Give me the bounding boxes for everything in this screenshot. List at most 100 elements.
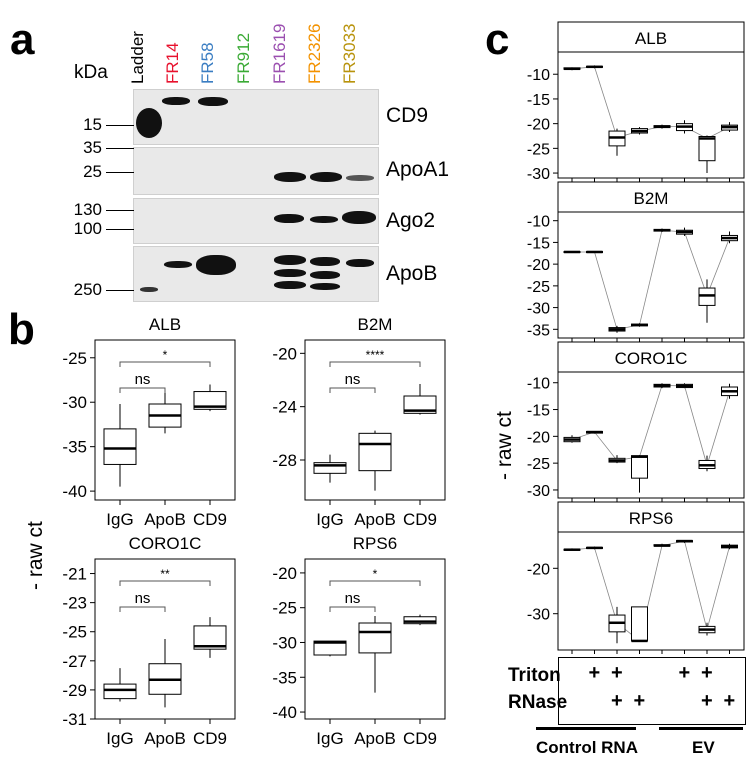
y-tick-label: -23 [62,594,87,613]
kda-label: kDa [74,62,108,83]
box [193,625,227,650]
y-tick-label: -21 [62,565,87,584]
mw-tick [106,125,134,126]
blot-name-ago2: Ago2 [386,209,436,232]
y-tick-label: -20 [272,564,297,583]
box [358,622,392,654]
y-tick-label: -30 [272,633,297,652]
sig-label: **** [366,348,385,362]
box [103,683,137,700]
panel-a-letter: a [10,15,35,64]
plus-sign: + [611,662,623,684]
y-tick-label: -25 [62,623,87,642]
band [162,97,190,105]
band [342,211,376,224]
blot-apoa1 [133,147,379,195]
y-tick-label: -25 [527,279,550,296]
band [310,216,338,223]
y-tick-label: -30 [527,166,550,183]
y-tick-label: -30 [527,301,550,318]
chart-title: CORO1C [129,534,202,553]
y-tick-label: -20 [527,257,550,274]
band [346,259,374,267]
chart-title: RPS6 [353,534,397,553]
group-label-control: Control RNA [536,738,638,757]
sig-label: ns [135,590,151,607]
band [310,271,340,279]
mw-marker: 100 [73,219,102,238]
sig-bracket [119,387,166,393]
y-tick-label: -27 [62,652,87,671]
band [346,175,374,181]
mw-tick [106,229,134,230]
box [698,287,716,306]
strip-header [557,181,745,213]
band [274,172,306,182]
strip-title: B2M [634,189,669,208]
group-bar-control [536,727,636,730]
y-tick-label: -40 [62,482,87,501]
ladder-band [136,108,162,138]
sig-bracket [119,361,211,367]
box [403,616,437,625]
x-tick-label: CD9 [403,510,437,529]
band [164,261,192,268]
mw-marker: 130 [73,200,102,219]
box [193,391,227,410]
blot-name-apob: ApoB [386,262,438,285]
blot-name-apoa1: ApoA1 [386,158,450,181]
sig-bracket [329,606,376,612]
box [313,462,347,474]
blot-name-cd9: CD9 [386,104,429,127]
y-tick-label: -20 [527,117,550,134]
box [698,135,716,162]
y-tick-label: -10 [527,376,550,393]
plus-sign: + [701,690,713,712]
box [631,606,648,642]
strip-title: RPS6 [629,509,673,528]
box [631,455,648,479]
x-tick-label: ApoB [144,729,186,748]
band [310,257,340,266]
plus-sign: + [723,690,736,712]
mw-marker: 35 [83,138,102,157]
box [313,640,347,656]
median-connector [571,66,730,139]
box [358,432,392,472]
plus-sign: + [701,662,713,684]
band [274,281,306,289]
blot-ago2 [133,198,379,244]
band [274,214,304,223]
x-tick-label: ApoB [354,510,396,529]
y-tick-label: -30 [527,483,550,500]
mw-tick [106,290,134,291]
plus-sign: + [633,690,646,712]
strip-title: CORO1C [615,349,688,368]
band [310,283,340,290]
median-connector [572,229,730,330]
band [196,255,236,275]
y-tick-label: -35 [527,322,550,339]
box [403,395,437,414]
triton-label: Triton [508,665,561,686]
sig-bracket [329,580,421,586]
y-tick-label: -24 [272,398,297,417]
y-tick-label: -10 [527,214,550,231]
chart-title: B2M [358,315,393,334]
group-label-ev: EV [692,738,715,757]
plot-frame [557,51,745,179]
median-connector [571,540,730,642]
sig-label: ns [345,590,361,607]
panel-c-letter: c [485,15,510,64]
mw-tick [106,148,134,149]
y-tick-label: -20 [527,429,550,446]
y-tick-label: -30 [62,393,87,412]
x-tick-label: IgG [316,729,343,748]
median-connector [571,384,730,467]
y-tick-label: -25 [62,349,87,368]
ladder-band [140,287,158,292]
plus-sign: + [611,690,623,712]
y-tick-label: -10 [527,67,550,84]
mw-tick [106,210,134,211]
treatment-table [558,657,746,725]
